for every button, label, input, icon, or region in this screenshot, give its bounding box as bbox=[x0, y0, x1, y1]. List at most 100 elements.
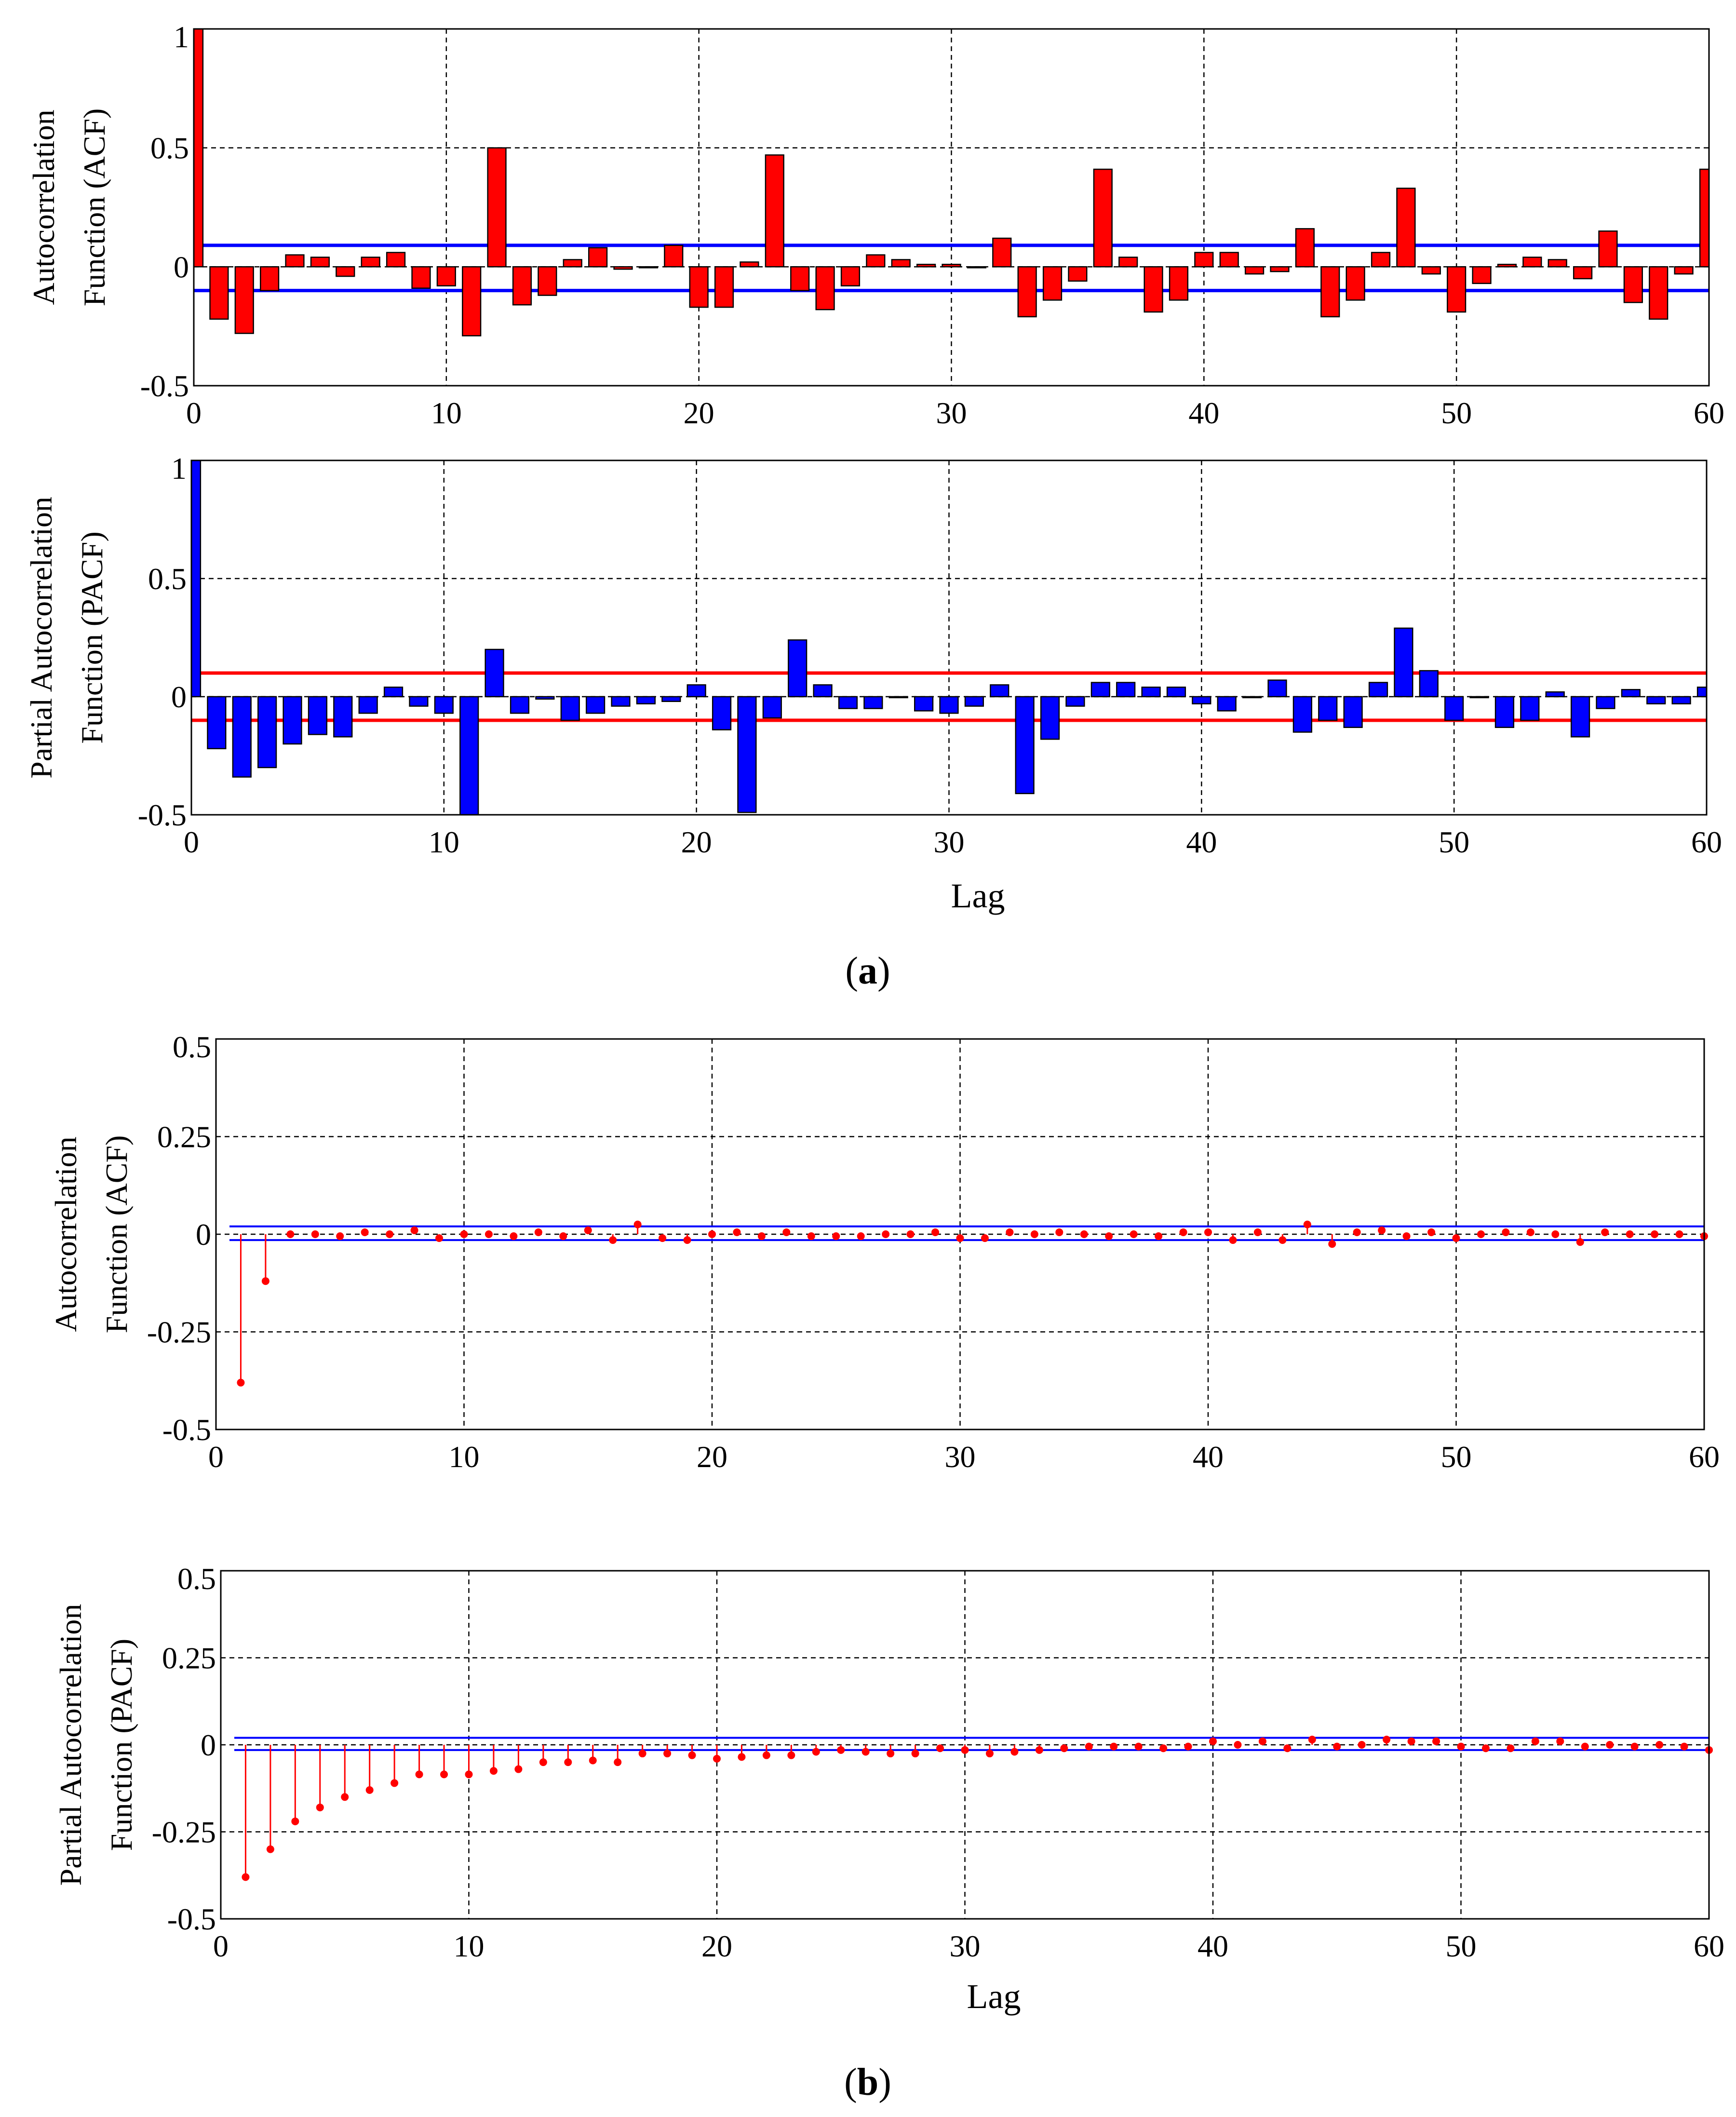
x-tick-label: 20 bbox=[681, 825, 712, 859]
y-tick-label: 0.25 bbox=[162, 1641, 216, 1675]
stem-marker bbox=[1030, 1230, 1038, 1238]
y-tick-label: -0.5 bbox=[167, 1902, 216, 1936]
y-axis-label-line2: Function (PACF) bbox=[75, 531, 109, 743]
y-tick-labels: 0.5 0.25 0 -0.25 -0.5 bbox=[147, 1030, 211, 1447]
pacf-bars bbox=[190, 459, 1708, 816]
stem-marker bbox=[1179, 1228, 1187, 1236]
bar bbox=[1093, 168, 1113, 268]
bar bbox=[967, 266, 986, 269]
bar bbox=[232, 696, 252, 778]
x-tick-label: 10 bbox=[454, 1929, 484, 1963]
bar bbox=[689, 266, 709, 308]
stem-marker bbox=[1526, 1228, 1534, 1236]
bar bbox=[193, 28, 204, 268]
stem-marker bbox=[609, 1236, 617, 1244]
caption-a: (a) bbox=[845, 950, 890, 992]
bar bbox=[1444, 696, 1464, 721]
bar bbox=[661, 696, 681, 702]
acf-stems bbox=[215, 1039, 1708, 1387]
x-tick-label: 30 bbox=[945, 1440, 976, 1474]
bar bbox=[563, 259, 582, 268]
stem-marker bbox=[1576, 1238, 1584, 1246]
bar bbox=[1621, 689, 1641, 698]
y-tick-label: -0.5 bbox=[162, 1413, 211, 1447]
stem-marker bbox=[460, 1230, 468, 1238]
stem-marker bbox=[559, 1232, 567, 1241]
bar bbox=[1649, 266, 1669, 320]
stem-marker bbox=[1556, 1737, 1564, 1745]
bar bbox=[257, 696, 277, 769]
stem-marker bbox=[713, 1754, 721, 1763]
stem-marker bbox=[1626, 1230, 1634, 1238]
bar bbox=[1116, 682, 1136, 698]
bar bbox=[611, 696, 631, 707]
panel-b-pacf: 0 10 20 30 40 50 60 0.5 0.25 0 -0.25 -0.5 Partial … bbox=[54, 1562, 1724, 2016]
bar bbox=[1318, 696, 1338, 721]
stem-marker bbox=[291, 1817, 299, 1825]
caption-b-letter: b bbox=[857, 2061, 879, 2104]
stem-marker bbox=[336, 1232, 344, 1241]
x-tick-label: 50 bbox=[1439, 825, 1469, 859]
stem-marker bbox=[985, 1750, 994, 1758]
bar bbox=[1570, 696, 1590, 738]
x-tick-label: 20 bbox=[701, 1929, 732, 1963]
bar bbox=[788, 639, 807, 698]
bar bbox=[1520, 696, 1540, 721]
bar bbox=[1192, 696, 1211, 704]
bar bbox=[459, 696, 479, 816]
y-tick-label: 0 bbox=[171, 680, 187, 714]
y-tick-labels: 1 0.5 0 -0.5 bbox=[140, 20, 189, 403]
y-tick-label: 0.25 bbox=[157, 1120, 211, 1154]
stem-marker bbox=[837, 1746, 845, 1754]
y-tick-label: 0 bbox=[196, 1217, 211, 1252]
x-tick-label: 40 bbox=[1198, 1929, 1228, 1963]
stem-marker bbox=[757, 1232, 766, 1241]
bar bbox=[891, 259, 911, 268]
stem-marker bbox=[1159, 1744, 1168, 1753]
bar bbox=[209, 266, 229, 320]
stem-marker bbox=[1601, 1228, 1609, 1236]
bar bbox=[1646, 696, 1666, 704]
bar bbox=[487, 147, 507, 268]
stem-marker bbox=[1675, 1230, 1683, 1238]
stem-marker bbox=[410, 1226, 418, 1234]
bar bbox=[361, 256, 380, 268]
bar bbox=[1141, 687, 1161, 698]
bar bbox=[358, 696, 378, 714]
bar bbox=[1267, 679, 1287, 698]
x-tick-label: 0 bbox=[184, 825, 199, 859]
stem-marker bbox=[1308, 1736, 1316, 1744]
stem-marker bbox=[1502, 1228, 1510, 1236]
bar bbox=[1118, 256, 1138, 268]
bar bbox=[386, 252, 406, 268]
bar bbox=[538, 266, 557, 296]
stem-marker bbox=[633, 1220, 642, 1228]
bar bbox=[285, 254, 305, 268]
y-axis-label-line1: Partial Autocorrelation bbox=[54, 1604, 88, 1886]
stem-marker bbox=[936, 1744, 944, 1753]
stem-marker bbox=[906, 1230, 915, 1238]
stem-marker bbox=[1234, 1741, 1242, 1749]
bar bbox=[638, 266, 659, 269]
bar bbox=[815, 266, 835, 310]
stem-marker bbox=[341, 1793, 349, 1801]
stem-marker bbox=[1606, 1741, 1614, 1749]
bar bbox=[1396, 188, 1416, 268]
bar bbox=[964, 696, 984, 707]
bar bbox=[942, 264, 961, 268]
stem-marker bbox=[1655, 1741, 1664, 1749]
bar bbox=[308, 696, 328, 735]
x-tick-label: 30 bbox=[950, 1929, 981, 1963]
y-tick-label: 0 bbox=[174, 250, 189, 284]
bar bbox=[1320, 266, 1340, 318]
stem-marker bbox=[787, 1751, 795, 1759]
caption-a-letter: a bbox=[858, 950, 877, 992]
y-tick-label: 0 bbox=[201, 1728, 216, 1762]
bar bbox=[863, 696, 883, 709]
y-tick-label: 0.5 bbox=[150, 131, 189, 165]
bar bbox=[260, 266, 280, 291]
bar bbox=[1548, 259, 1567, 268]
bar bbox=[1270, 266, 1290, 272]
stem-marker bbox=[1229, 1236, 1237, 1244]
stem-marker bbox=[1204, 1228, 1212, 1236]
